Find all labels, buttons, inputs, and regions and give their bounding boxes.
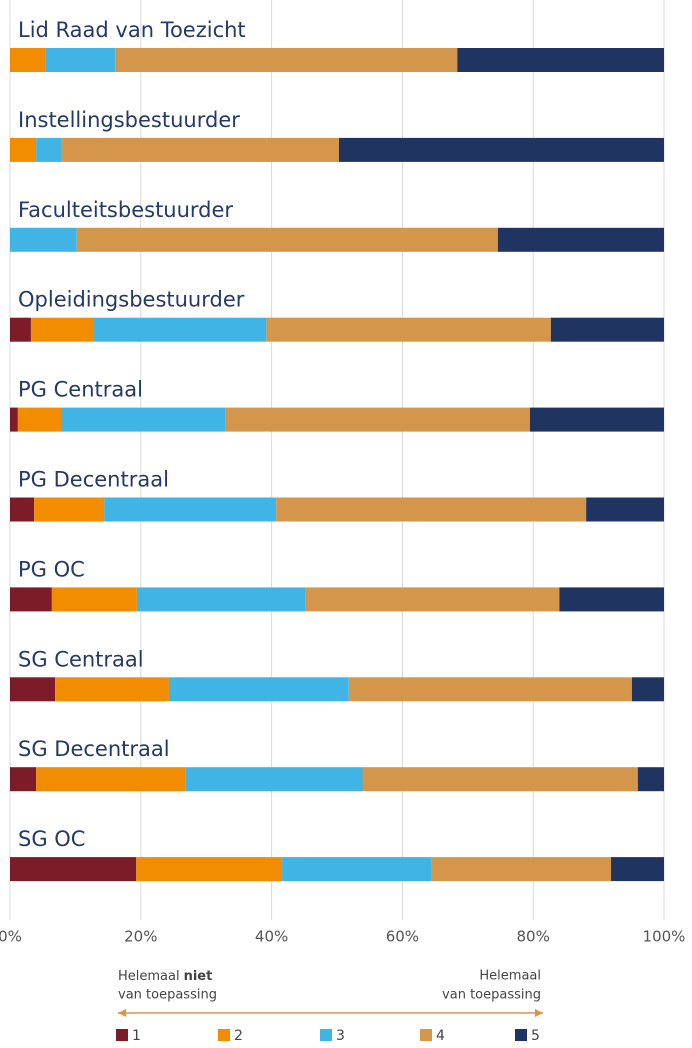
bar-segment	[10, 317, 31, 342]
bar-segment	[338, 137, 664, 162]
x-tick-label: 60%	[386, 928, 419, 946]
category-label: Instellingsbestuurder	[18, 108, 240, 132]
bar-segment	[10, 497, 35, 522]
legend-label: 2	[234, 1028, 243, 1044]
left-annotation: Helemaal niet	[118, 969, 212, 984]
bar-segment	[30, 317, 94, 342]
category-label: PG Decentraal	[18, 468, 169, 492]
left-annotation-2: van toepassing	[118, 988, 217, 1003]
category-label: Faculteitsbestuurder	[18, 198, 233, 222]
right-annotation-2: van toepassing	[442, 988, 541, 1003]
bar-segment	[497, 227, 664, 252]
bar-segment	[10, 48, 46, 72]
bar-segment	[631, 677, 664, 702]
legend-swatch	[515, 1029, 527, 1041]
legend-swatch	[218, 1029, 230, 1041]
bar-segment	[305, 587, 560, 612]
bar-segment	[10, 857, 137, 882]
bar-segment	[51, 587, 137, 612]
bar-segment	[93, 317, 267, 342]
bar-segment	[431, 857, 612, 882]
bar-segment	[168, 677, 349, 702]
legend-swatch	[420, 1029, 432, 1041]
x-tick-label: 20%	[124, 928, 157, 946]
bar-segment	[550, 317, 664, 342]
bar-segment	[457, 48, 664, 72]
ann-text: Helemaal	[118, 969, 180, 984]
right-annotation: Helemaal	[479, 969, 541, 984]
bar-segment	[10, 227, 77, 252]
category-label: SG Centraal	[18, 647, 144, 671]
bar-segment	[362, 767, 638, 792]
bar-segment	[637, 767, 664, 792]
bar-segment	[10, 587, 52, 612]
bar-segment	[17, 407, 62, 432]
category-label: PG OC	[18, 557, 85, 581]
bar-segment	[136, 857, 283, 882]
bar-segment	[559, 587, 664, 612]
legend-swatch	[116, 1029, 128, 1041]
category-label: PG Centraal	[18, 378, 143, 402]
bar-segment	[282, 857, 432, 882]
x-tick-label: 100%	[643, 928, 686, 946]
category-label: Lid Raad van Toezicht	[18, 18, 246, 42]
category-label: Opleidingsbestuurder	[18, 288, 245, 312]
bar-segment	[185, 767, 363, 792]
bar-segment	[611, 857, 664, 882]
bar-segment	[104, 497, 277, 522]
bar-segment	[266, 317, 551, 342]
legend-swatch	[320, 1029, 332, 1041]
bar-segment	[10, 677, 56, 702]
bar-segment	[61, 407, 226, 432]
ann-bold: niet	[184, 969, 213, 984]
bar-segment	[34, 497, 105, 522]
x-tick-label: 0%	[0, 928, 22, 946]
bar-segment	[10, 407, 18, 432]
bar-segment	[45, 48, 116, 72]
legend-label: 1	[132, 1028, 141, 1044]
x-tick-label: 40%	[255, 928, 288, 946]
bar-segment	[61, 137, 339, 162]
legend-label: 4	[436, 1028, 445, 1044]
bar-segment	[276, 497, 587, 522]
x-tick-label: 80%	[517, 928, 550, 946]
category-label: SG Decentraal	[18, 737, 170, 761]
bar-segment	[136, 587, 306, 612]
bar-segment	[225, 407, 530, 432]
bar-segment	[586, 497, 664, 522]
bar-segment	[55, 677, 169, 702]
bar-segment	[115, 48, 458, 72]
legend-label: 3	[336, 1028, 345, 1044]
bar-segment	[36, 767, 186, 792]
bar-segment	[10, 767, 37, 792]
legend-label: 5	[531, 1028, 540, 1044]
bar-segment	[348, 677, 632, 702]
bar-segment	[36, 137, 62, 162]
bar-segment	[529, 407, 664, 432]
category-label: SG OC	[18, 827, 85, 851]
bar-segment	[76, 227, 498, 252]
bar-segment	[10, 137, 37, 162]
